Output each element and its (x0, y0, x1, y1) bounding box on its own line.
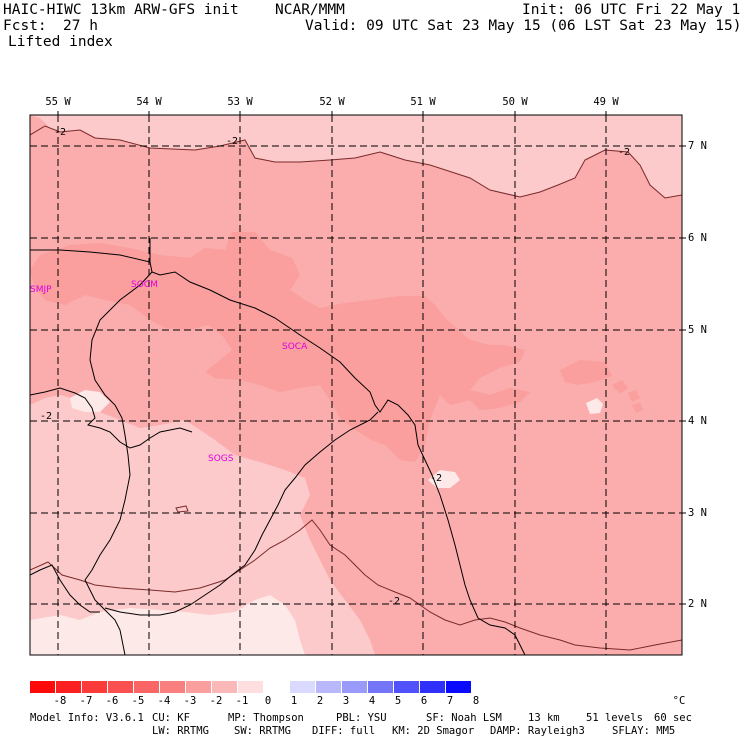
forecast-hours: 27 h (63, 18, 98, 34)
footer-diff: DIFF: full (312, 725, 376, 737)
border-suriname-fg (84, 271, 153, 655)
color-scale-tick-label: 8 (472, 695, 480, 707)
color-scale-unit: °C (672, 695, 686, 707)
contour-label: -2 (226, 136, 238, 147)
lat-label-2n: 2 N (688, 598, 707, 610)
color-scale-tick-label: -6 (105, 695, 119, 707)
forecast-label: Fcst: (3, 18, 47, 34)
footer-lw: LW: RRTMG (152, 725, 209, 737)
color-scale-tick-label: -7 (79, 695, 93, 707)
footer-mp: MP: Thompson (228, 712, 304, 724)
lon-label-50w: 50 W (502, 96, 528, 108)
footer-levels: 51 levels (586, 712, 643, 724)
station-label-sogs: SOGS (208, 454, 234, 464)
contour-blob-1 (175, 505, 189, 513)
color-scale-swatch (212, 681, 238, 693)
footer-sf: SF: Noah LSM (426, 712, 502, 724)
lon-label-49w: 49 W (593, 96, 619, 108)
contour-south (30, 519, 682, 651)
color-scale-tick-label: -2 (209, 695, 223, 707)
color-scale-swatch (56, 681, 82, 693)
contour-label: -2 (388, 596, 400, 607)
color-scale-swatch (30, 681, 56, 693)
color-scale-swatch (420, 681, 446, 693)
footer-pbl: PBL: YSU (336, 712, 387, 724)
field-level-minus3-east (560, 360, 612, 385)
lon-label-52w: 52 W (319, 96, 345, 108)
contour-label: -2 (54, 127, 66, 138)
color-scale-tick-label: -3 (183, 695, 197, 707)
station-label-soca: SOCA (282, 342, 308, 352)
color-scale-tick-label: -8 (53, 695, 67, 707)
contour-label: -2 (430, 473, 442, 484)
map-frame (29, 114, 683, 656)
color-scale-tick-label: 3 (342, 695, 350, 707)
station-label-smjp: SMJP (30, 285, 52, 295)
color-scale-swatch (342, 681, 368, 693)
border-west-lower (30, 564, 100, 613)
color-scale-tick-label: 5 (394, 695, 402, 707)
color-scale-tick-label: 6 (420, 695, 428, 707)
border-fg-brazil (104, 411, 379, 616)
field-level-minus3-core (30, 232, 530, 462)
field-level-minus3-small (612, 380, 643, 413)
model-title: HAIC-HIWC 13km ARW-GFS init (3, 2, 239, 18)
field-level-0-south (30, 595, 305, 655)
footer-sflay: SFLAY: MM5 (612, 725, 676, 737)
color-scale-tick-label: 4 (368, 695, 376, 707)
contour-label: -2 (40, 411, 52, 422)
init-time: Init: 06 UTC Fri 22 May 15 (522, 2, 740, 18)
lon-label-53w: 53 W (227, 96, 253, 108)
lat-label-7n: 7 N (688, 140, 707, 152)
lat-label-5n: 5 N (688, 324, 707, 336)
color-scale-swatch (264, 681, 290, 693)
field-level-minus1-north (30, 115, 682, 198)
color-scale-swatch (160, 681, 186, 693)
footer-timestep: 60 sec (654, 712, 692, 724)
color-scale-swatch (290, 681, 316, 693)
lat-label-6n: 6 N (688, 232, 707, 244)
field-level-minus1-south (30, 395, 375, 655)
color-scale-tick-label: 0 (264, 695, 272, 707)
valid-time: Valid: 09 UTC Sat 23 May 15 (06 LST Sat … (305, 18, 740, 34)
color-scale-tick-label: 7 (446, 695, 454, 707)
color-scale-tick-label: 2 (316, 695, 324, 707)
color-scale-swatch (134, 681, 160, 693)
color-scale-swatch (446, 681, 472, 693)
footer-model-info: Model Info: V3.6.1 (30, 712, 144, 724)
footer-damp: DAMP: Rayleigh3 (490, 725, 585, 737)
footer-sw: SW: RRTMG (234, 725, 291, 737)
border-southwest (30, 387, 193, 449)
lon-label-51w: 51 W (410, 96, 436, 108)
station-label-socm: SOCM (131, 280, 158, 290)
color-scale-swatch (238, 681, 264, 693)
color-scale-tick-label: 1 (290, 695, 298, 707)
lon-label-55w: 55 W (45, 96, 71, 108)
color-scale-swatch (316, 681, 342, 693)
footer-km: KM: 2D Smagor (392, 725, 475, 737)
footer-resolution: 13 km (528, 712, 560, 724)
lon-label-54w: 54 W (136, 96, 162, 108)
color-scale-swatch (82, 681, 108, 693)
field-level-0-east (428, 470, 460, 488)
field-level-0-offshore (586, 398, 603, 414)
color-scale-swatch (186, 681, 212, 693)
coastline (30, 249, 526, 655)
contour-label: -2 (618, 147, 630, 158)
field-name: Lifted index (8, 34, 113, 50)
lat-label-3n: 3 N (688, 507, 707, 519)
color-scale-swatch (368, 681, 394, 693)
contour-north (30, 125, 682, 199)
footer-cu: CU: KF (152, 712, 190, 724)
lat-label-4n: 4 N (688, 415, 707, 427)
color-scale-swatch (108, 681, 134, 693)
color-scale-bar (30, 681, 472, 693)
color-scale-tick-label: -5 (131, 695, 145, 707)
organization-label: NCAR/MMM (275, 2, 345, 18)
color-scale-swatch (394, 681, 420, 693)
color-scale-tick-label: -4 (157, 695, 171, 707)
color-scale-tick-label: -1 (235, 695, 249, 707)
